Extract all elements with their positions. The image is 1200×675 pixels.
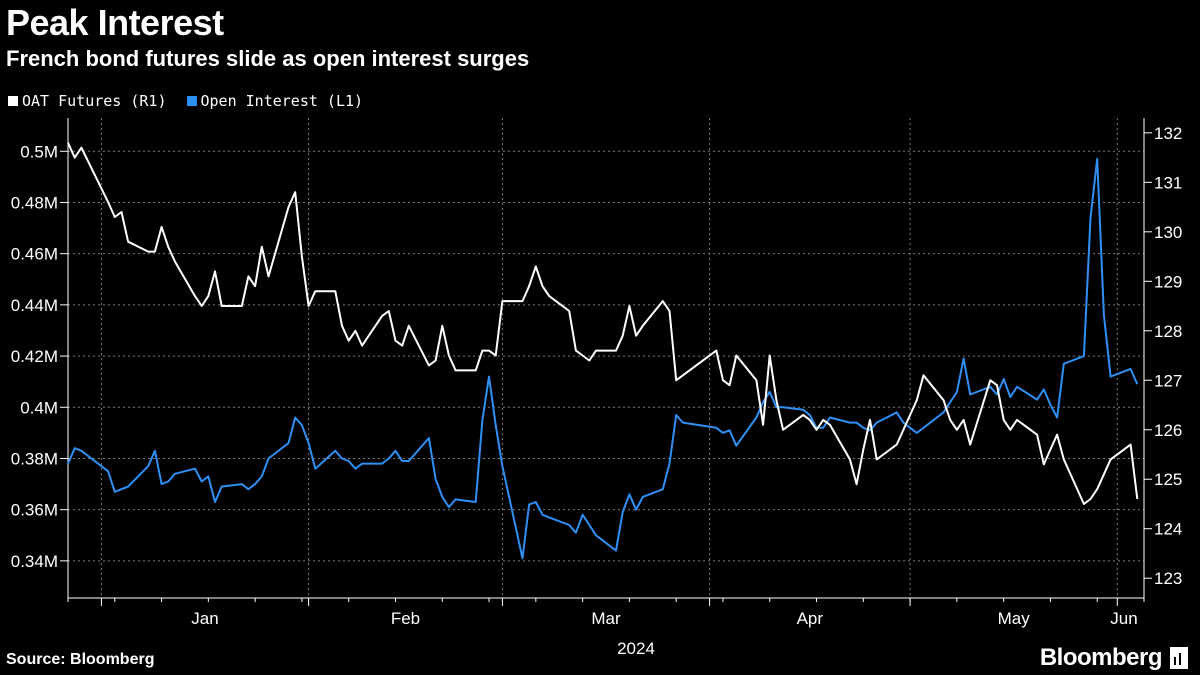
bloomberg-chart-icon bbox=[1170, 647, 1188, 669]
legend: OAT Futures (R1) Open Interest (L1) bbox=[8, 92, 363, 110]
y-right-tick-label: 127 bbox=[1154, 371, 1182, 390]
legend-item-open-interest: Open Interest (L1) bbox=[186, 92, 364, 110]
y-left-tick-label: 0.4M bbox=[20, 398, 58, 417]
y-left-tick-label: 0.34M bbox=[11, 552, 58, 571]
legend-label-open-interest: Open Interest (L1) bbox=[200, 92, 364, 110]
y-left-tick-label: 0.36M bbox=[11, 501, 58, 520]
legend-label-oat: OAT Futures (R1) bbox=[22, 92, 167, 110]
y-right-tick-label: 126 bbox=[1154, 421, 1182, 440]
brand-name: Bloomberg bbox=[1039, 644, 1163, 671]
chart-title: Peak Interest bbox=[6, 2, 224, 43]
y-right-tick-label: 128 bbox=[1154, 322, 1182, 341]
x-axis-label: 2024 bbox=[617, 639, 655, 658]
source-note: Source: Bloomberg bbox=[6, 651, 155, 668]
x-tick-label: Feb bbox=[391, 609, 420, 628]
y-right-tick-label: 123 bbox=[1154, 569, 1182, 588]
chart-subtitle: French bond futures slide as open intere… bbox=[6, 46, 530, 71]
x-tick-label: Apr bbox=[797, 609, 824, 628]
y-left-tick-label: 0.48M bbox=[11, 193, 58, 212]
x-tick-label: Jan bbox=[191, 609, 218, 628]
y-left-tick-label: 0.46M bbox=[11, 245, 58, 264]
y-left-tick-label: 0.5M bbox=[20, 142, 58, 161]
y-left-tick-label: 0.44M bbox=[11, 296, 58, 315]
series-line-open-interest bbox=[67, 158, 1139, 560]
y-right-tick-label: 124 bbox=[1154, 520, 1182, 539]
y-right-tick-label: 130 bbox=[1154, 223, 1182, 242]
y-right-tick-label: 129 bbox=[1154, 272, 1182, 291]
legend-swatch-oat bbox=[8, 96, 18, 106]
x-tick-label: Mar bbox=[591, 609, 621, 628]
y-left-tick-label: 0.42M bbox=[11, 347, 58, 366]
legend-swatch-open-interest bbox=[186, 96, 197, 106]
x-tick-label: May bbox=[998, 609, 1031, 628]
x-tick-label: Jun bbox=[1110, 609, 1137, 628]
y-left-tick-label: 0.38M bbox=[11, 449, 58, 468]
y-right-tick-label: 131 bbox=[1154, 173, 1182, 192]
brand-logo: Bloomberg bbox=[1040, 644, 1188, 672]
series-line-oat-futures bbox=[67, 142, 1139, 505]
y-right-tick-label: 125 bbox=[1154, 470, 1182, 489]
legend-item-oat: OAT Futures (R1) bbox=[8, 92, 167, 110]
y-right-tick-label: 132 bbox=[1154, 124, 1182, 143]
